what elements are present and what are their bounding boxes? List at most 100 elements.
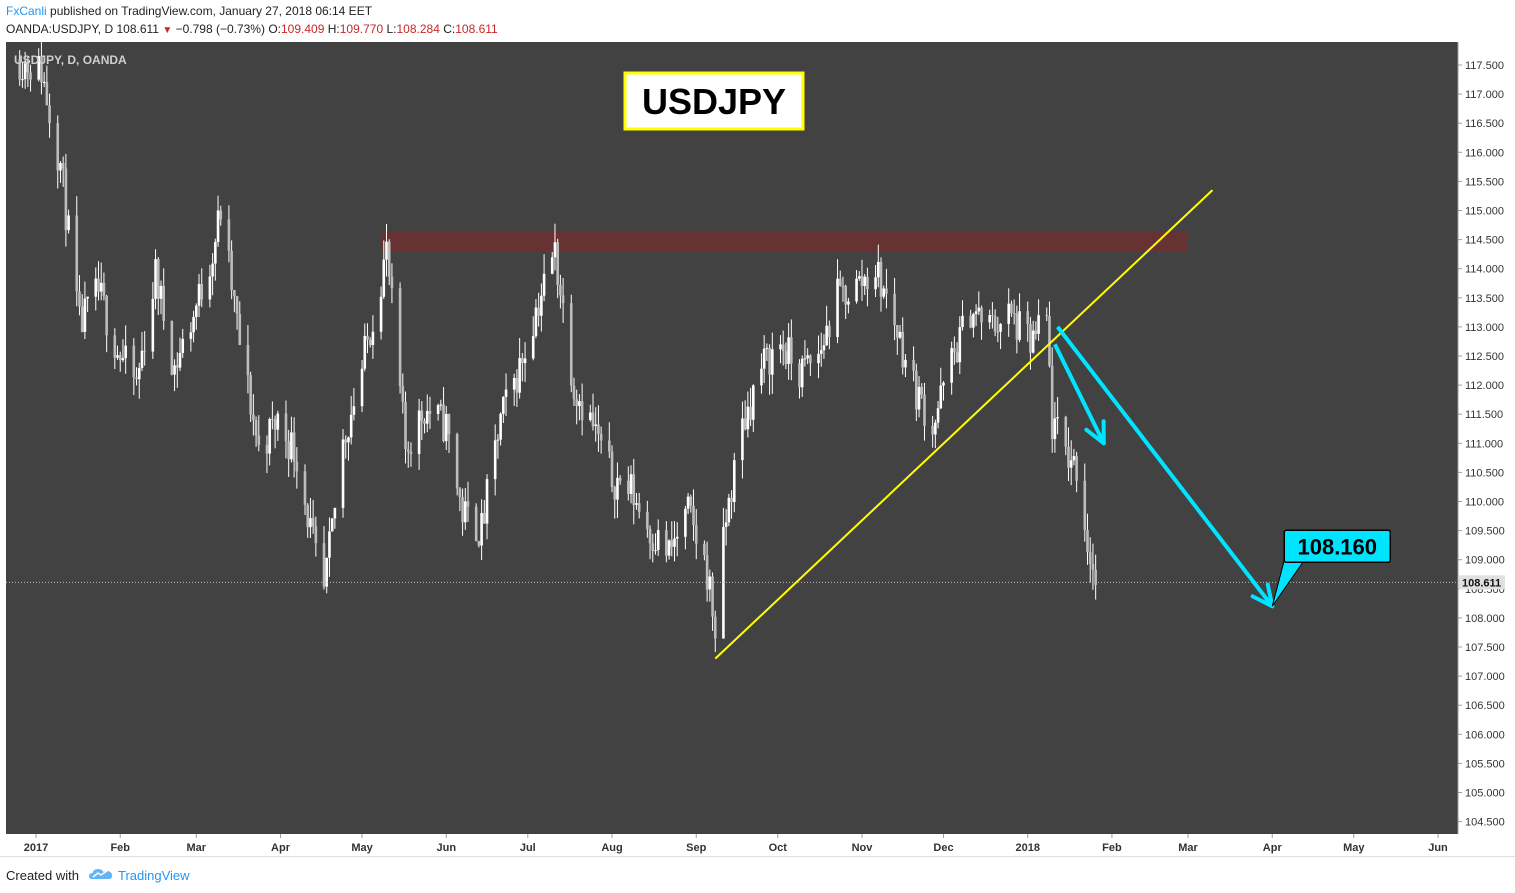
candle-body: [559, 285, 562, 296]
open-value: 109.409: [281, 22, 324, 36]
candle-body: [969, 316, 972, 328]
price-tick-label: 110.000: [1465, 497, 1504, 509]
candle-body: [627, 481, 630, 494]
candle-body: [228, 219, 231, 250]
candle-body: [668, 540, 671, 555]
candle-body: [562, 295, 565, 303]
candle-body: [956, 352, 959, 362]
candle-body: [323, 543, 326, 586]
candle-body: [524, 358, 527, 363]
price-tick-label: 117.500: [1465, 60, 1504, 72]
price-tick-label: 108.000: [1465, 613, 1505, 625]
candle-body: [173, 365, 176, 374]
time-tick-label: 2017: [24, 842, 48, 854]
candle-body: [632, 474, 635, 505]
candle-body: [999, 324, 1002, 332]
tradingview-link[interactable]: TradingView: [118, 868, 190, 883]
candle-body: [287, 441, 290, 459]
candle-body: [255, 420, 258, 435]
candle-body: [657, 530, 660, 550]
candle-body: [271, 419, 274, 420]
candle-body: [43, 82, 46, 83]
candle-body: [230, 251, 233, 290]
candle-body: [695, 525, 698, 544]
candle-body: [380, 297, 383, 332]
candle-body: [809, 355, 812, 363]
candle-body: [670, 540, 673, 547]
candle-body: [315, 526, 318, 543]
candle-body: [752, 385, 755, 419]
time-tick-label: Nov: [852, 842, 874, 854]
price-tick-label: 115.000: [1465, 206, 1504, 218]
candle-body: [958, 327, 961, 362]
candle-body: [638, 503, 641, 512]
candle-body: [502, 397, 505, 414]
candle-body: [703, 544, 706, 555]
price-tick-label: 116.500: [1465, 118, 1504, 130]
candle-body: [619, 478, 622, 481]
created-with-text: Created with: [6, 868, 79, 883]
candle-body: [684, 509, 687, 537]
candle-body: [608, 441, 611, 452]
symbol-text: OANDA:USDJPY, D: [6, 22, 113, 36]
candle-body: [763, 349, 766, 369]
time-tick-label: Mar: [187, 842, 207, 854]
candle-body: [880, 262, 883, 297]
candle-body: [306, 505, 309, 527]
candle-body: [350, 415, 353, 438]
candle-body: [556, 242, 559, 285]
candle-body: [950, 348, 953, 383]
price-change: −0.798 (−0.73%): [176, 22, 265, 36]
chart-area[interactable]: 117.500117.000116.500116.000115.500115.0…: [0, 42, 1515, 856]
candle-body: [385, 242, 388, 260]
candle-body: [505, 390, 508, 397]
candle-body: [277, 414, 280, 430]
plot-background: [6, 42, 1458, 834]
candle-body: [1007, 304, 1010, 324]
candle-body: [766, 348, 769, 349]
price-tick-label: 106.500: [1465, 700, 1505, 712]
candle-body: [407, 449, 410, 452]
candle-body: [59, 163, 62, 170]
price-tick-label: 116.000: [1465, 147, 1504, 159]
price-tick-label: 109.500: [1465, 526, 1505, 538]
candle-body: [570, 303, 573, 385]
candle-body: [1026, 311, 1029, 324]
candle-body: [823, 345, 826, 350]
candle-body: [171, 321, 174, 375]
candle-body: [1067, 447, 1070, 468]
candle-body: [331, 518, 334, 531]
ohlc-line: OANDA:USDJPY, D 108.611 ▼ −0.798 (−0.73%…: [6, 22, 498, 36]
candle-body: [782, 344, 785, 351]
candle-body: [81, 307, 84, 332]
time-tick-label: Jul: [520, 842, 536, 854]
candle-body: [154, 259, 157, 299]
price-tick-label: 114.500: [1465, 235, 1504, 247]
candle-body: [366, 336, 369, 340]
candle-body: [475, 507, 478, 541]
candle-body: [1089, 552, 1092, 564]
candle-body: [480, 513, 483, 546]
candle-body: [157, 259, 160, 299]
candle-body: [195, 306, 198, 317]
author-link[interactable]: FxCanli: [6, 4, 47, 18]
candle-body: [877, 262, 880, 277]
candle-body: [46, 82, 49, 105]
candle-body: [75, 215, 78, 291]
candle-body: [654, 550, 657, 551]
candle-body: [461, 497, 464, 522]
candle-body: [418, 411, 421, 455]
candle-body: [143, 351, 146, 352]
price-tick-label: 107.500: [1465, 642, 1505, 654]
time-tick-label: Mar: [1178, 842, 1198, 854]
candle-body: [749, 407, 752, 420]
candle-body: [806, 355, 809, 358]
price-tick-label: 112.000: [1465, 380, 1504, 392]
candle-body: [616, 478, 619, 500]
candle-body: [1075, 456, 1078, 481]
candle-body: [931, 426, 934, 435]
candle-body: [86, 297, 89, 299]
candle-body: [162, 286, 165, 321]
candle-body: [1064, 417, 1067, 447]
candle-body: [192, 317, 195, 332]
